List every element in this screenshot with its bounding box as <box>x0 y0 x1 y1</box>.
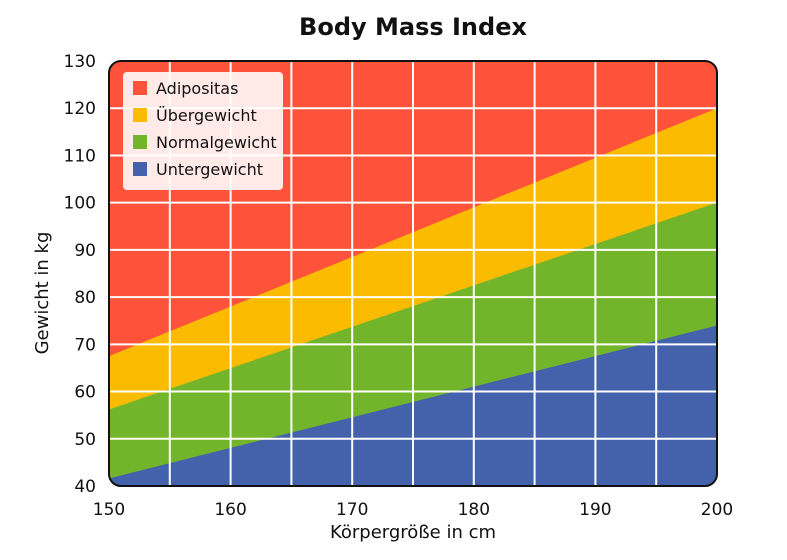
y-tick-label: 100 <box>64 194 96 214</box>
y-axis-label: Gewicht in kg <box>32 232 53 355</box>
legend-swatch <box>133 162 147 176</box>
legend-label: Untergewicht <box>156 160 263 179</box>
x-tick-label: 170 <box>336 500 368 520</box>
legend-swatch <box>133 135 147 149</box>
y-tick-label: 130 <box>64 52 96 72</box>
legend-label: Normalgewicht <box>156 133 277 152</box>
y-tick-label: 40 <box>74 477 96 497</box>
x-tick-label: 160 <box>214 500 246 520</box>
legend-swatch <box>133 81 147 95</box>
y-tick-label: 70 <box>74 335 96 355</box>
x-tick-label: 200 <box>701 500 733 520</box>
y-axis-ticks: 40 50 60 70 80 90 100 110 120 130 <box>64 52 96 497</box>
y-tick-label: 50 <box>74 430 96 450</box>
x-axis-ticks: 150 160 170 180 190 200 <box>93 500 733 520</box>
x-tick-label: 180 <box>458 500 490 520</box>
y-tick-label: 90 <box>74 241 96 261</box>
plot-area <box>109 61 717 486</box>
legend-box <box>123 72 283 190</box>
y-tick-label: 110 <box>64 146 96 166</box>
chart-title: Body Mass Index <box>299 13 527 41</box>
x-tick-label: 190 <box>579 500 611 520</box>
y-tick-label: 60 <box>74 383 96 403</box>
legend: Adipositas Übergewicht Normalgewicht Unterg… <box>123 72 283 190</box>
x-axis-label: Körpergröße in cm <box>330 522 496 543</box>
y-tick-label: 120 <box>64 99 96 119</box>
legend-swatch <box>133 108 147 122</box>
legend-label: Übergewicht <box>156 106 257 125</box>
x-tick-label: 150 <box>93 500 125 520</box>
legend-label: Adipositas <box>156 79 238 98</box>
y-tick-label: 80 <box>74 288 96 308</box>
plot-border <box>108 60 718 487</box>
